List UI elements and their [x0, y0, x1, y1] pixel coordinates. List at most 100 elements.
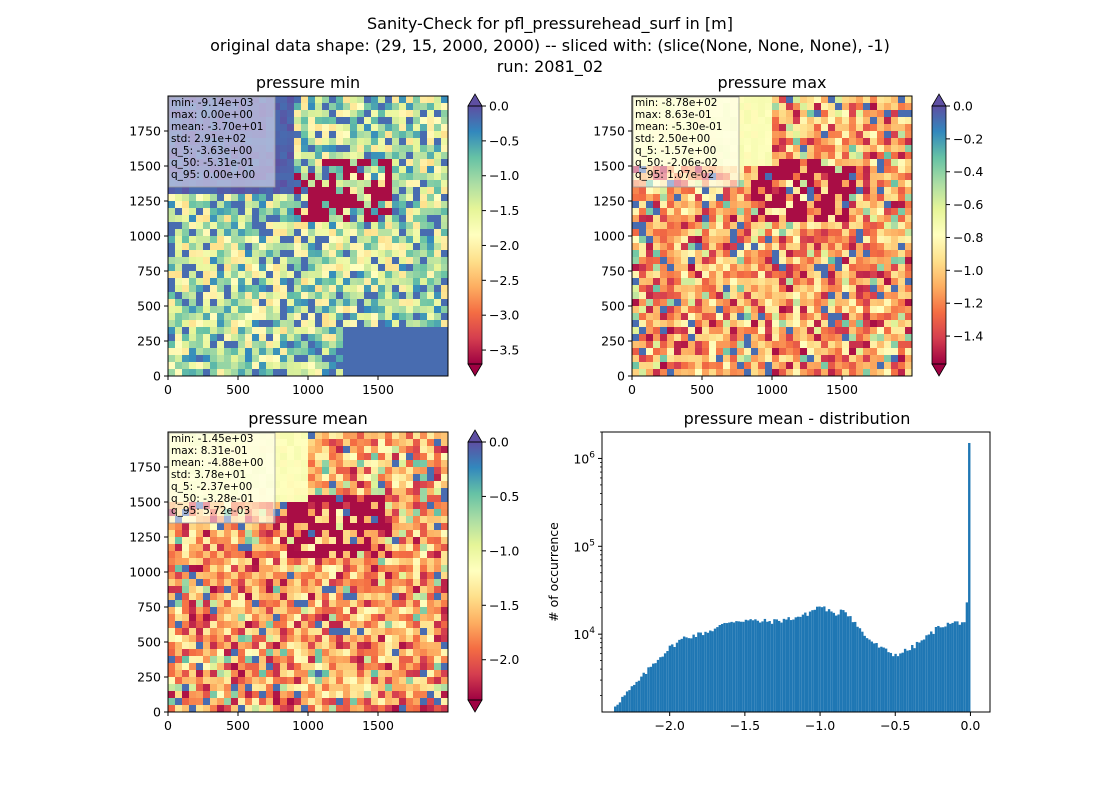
- heatmap-cell: [357, 271, 365, 279]
- heatmap-cell: [835, 278, 843, 286]
- heatmap-cell: [737, 264, 745, 272]
- heatmap-cell: [294, 572, 302, 580]
- heatmap-cell: [273, 509, 281, 517]
- heatmap-cell: [856, 208, 864, 216]
- heatmap-cell: [259, 341, 267, 349]
- heatmap-cell: [336, 467, 344, 475]
- heatmap-cell: [406, 173, 414, 181]
- heatmap-cell: [420, 334, 428, 342]
- heatmap-cell: [413, 544, 421, 552]
- heatmap-cell: [695, 257, 703, 265]
- heatmap-cell: [315, 600, 323, 608]
- heatmap-cell: [322, 509, 330, 517]
- heatmap-cell: [329, 173, 337, 181]
- heatmap-cell: [399, 565, 407, 573]
- heatmap-cell: [350, 691, 358, 699]
- heatmap-cell: [357, 705, 365, 713]
- heatmap-cell: [196, 299, 204, 307]
- heatmap-cell: [427, 663, 435, 671]
- heatmap-cell: [399, 166, 407, 174]
- heatmap-cell: [350, 341, 358, 349]
- heatmap-cell: [294, 320, 302, 328]
- heatmap-cell: [751, 271, 759, 279]
- heatmap-cell: [399, 355, 407, 363]
- heatmap-cell: [835, 257, 843, 265]
- heatmap-cell: [308, 607, 316, 615]
- y-tick-label: 750: [137, 600, 161, 615]
- heatmap-cell: [723, 362, 731, 370]
- heatmap-cell: [259, 222, 267, 230]
- heatmap-cell: [786, 96, 794, 104]
- stats-line: q_95: 5.72e-03: [171, 505, 250, 517]
- heatmap-cell: [434, 138, 442, 146]
- heatmap-cell: [287, 544, 295, 552]
- heatmap-cell: [884, 243, 892, 251]
- heatmap-cell: [273, 677, 281, 685]
- heatmap-cell: [343, 159, 351, 167]
- heatmap-cell: [744, 278, 752, 286]
- heatmap-cell: [427, 257, 435, 265]
- heatmap-cell: [695, 229, 703, 237]
- heatmap-cell: [350, 467, 358, 475]
- heatmap-cell: [364, 96, 372, 104]
- heatmap-cell: [294, 663, 302, 671]
- x-tick-label: 500: [226, 382, 250, 397]
- heatmap-cell: [849, 215, 857, 223]
- heatmap-cell: [399, 509, 407, 517]
- heatmap-cell: [245, 201, 253, 209]
- heatmap-cell: [182, 236, 190, 244]
- heatmap-cell: [175, 642, 183, 650]
- heatmap-cell: [287, 467, 295, 475]
- heatmap-cell: [877, 180, 885, 188]
- heatmap-cell: [217, 649, 225, 657]
- heatmap-cell: [821, 243, 829, 251]
- heatmap-cell: [434, 544, 442, 552]
- heatmap-cell: [364, 607, 372, 615]
- heatmap-cell: [884, 117, 892, 125]
- heatmap-cell: [224, 285, 232, 293]
- heatmap-cell: [891, 285, 899, 293]
- heatmap-cell: [336, 670, 344, 678]
- heatmap-cell: [399, 460, 407, 468]
- heatmap-cell: [210, 523, 218, 531]
- heatmap-cell: [322, 558, 330, 566]
- heatmap-cell: [653, 362, 661, 370]
- heatmap-cell: [744, 173, 752, 181]
- heatmap-cell: [413, 306, 421, 314]
- heatmap-cell: [709, 264, 717, 272]
- heatmap-cell: [224, 208, 232, 216]
- heatmap-cell: [336, 600, 344, 608]
- heatmap-cell: [329, 649, 337, 657]
- heatmap-cell: [392, 159, 400, 167]
- heatmap-cell: [786, 292, 794, 300]
- heatmap-cell: [266, 663, 274, 671]
- heatmap-cell: [378, 600, 386, 608]
- heatmap-cell: [399, 341, 407, 349]
- heatmap-cell: [301, 488, 309, 496]
- heatmap-cell: [273, 474, 281, 482]
- heatmap-cell: [441, 635, 449, 643]
- heatmap-cell: [238, 705, 246, 713]
- heatmap-cell: [716, 341, 724, 349]
- heatmap-cell: [231, 572, 239, 580]
- heatmap-cell: [392, 614, 400, 622]
- heatmap-cell: [441, 187, 449, 195]
- heatmap-cell: [182, 320, 190, 328]
- heatmap-cell: [378, 103, 386, 111]
- heatmap-cell: [427, 103, 435, 111]
- heatmap-cell: [709, 285, 717, 293]
- heatmap-cell: [287, 348, 295, 356]
- heatmap-cell: [884, 138, 892, 146]
- heatmap-cell: [877, 306, 885, 314]
- heatmap-cell: [238, 698, 246, 706]
- heatmap-cell: [420, 481, 428, 489]
- heatmap-cell: [308, 355, 316, 363]
- heatmap-cell: [688, 369, 696, 377]
- heatmap-cell: [217, 334, 225, 342]
- heatmap-cell: [758, 313, 766, 321]
- heatmap-cell: [308, 103, 316, 111]
- heatmap-cell: [786, 299, 794, 307]
- heatmap-cell: [189, 607, 197, 615]
- heatmap-cell: [273, 670, 281, 678]
- heatmap-cell: [371, 509, 379, 517]
